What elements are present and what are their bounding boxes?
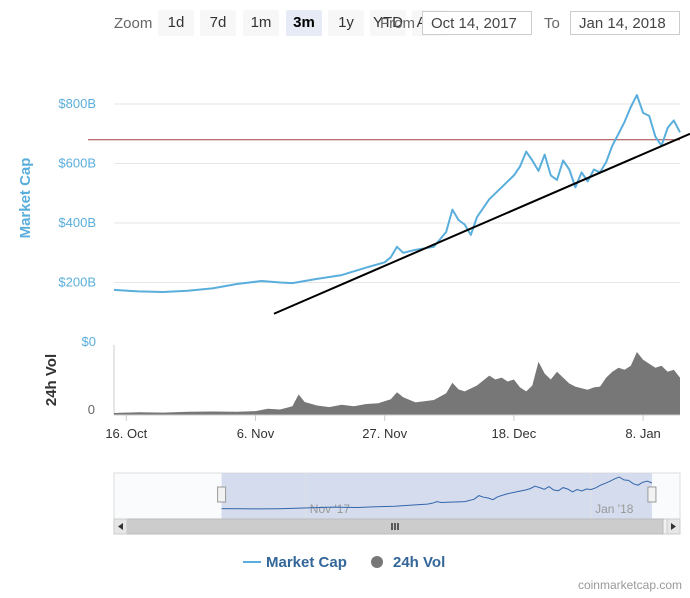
y-tick-label: $800B	[58, 96, 96, 111]
chart-credit[interactable]: coinmarketcap.com	[577, 578, 682, 592]
navigator-series	[221, 476, 653, 510]
y-tick-label: $400B	[58, 215, 96, 230]
zoom-button-1m[interactable]: 1m	[243, 10, 279, 36]
zoom-button-1y[interactable]: 1y	[328, 10, 364, 36]
y-tick-label: $200B	[58, 275, 96, 290]
grip-icon	[647, 486, 657, 503]
zoom-label: Zoom	[114, 15, 153, 32]
navigator[interactable]: Nov '17 Jan '18	[113, 472, 681, 520]
x-tick-label: 8. Jan	[625, 426, 660, 441]
zoom-button-ytd[interactable]: YTD	[370, 10, 406, 36]
scrollbar[interactable]	[113, 518, 681, 535]
scrollbar-grip	[391, 523, 399, 530]
range-from-label: From	[380, 15, 415, 32]
arrow-right-icon	[671, 523, 676, 530]
navigator-handle-left[interactable]	[217, 486, 227, 503]
x-tick-label: 18. Dec	[491, 426, 536, 441]
range-from-input[interactable]: Oct 14, 2017	[422, 11, 532, 35]
zoom-button-1d[interactable]: 1d	[158, 10, 194, 36]
legend-marker-circle	[371, 556, 383, 568]
legend-label-24h-vol: 24h Vol	[393, 554, 445, 571]
y-tick-label: $0	[82, 334, 96, 349]
zoom-button-3m[interactable]: 3m	[286, 10, 322, 36]
legend: Market Cap 24h Vol	[243, 554, 445, 571]
range-selector: Zoom 1d 7d 1m 3m 1y YTD ALL From Oct 14,…	[0, 8, 690, 38]
navigator-ticks: Nov '17 Jan '18	[305, 473, 634, 519]
series-market-cap	[113, 94, 681, 293]
y-axis-title: Market Cap	[17, 158, 34, 239]
x-tick-label: 27. Nov	[362, 426, 407, 441]
series-24h-vol	[114, 352, 680, 415]
y-axis-ticks: $0 $200B $400B $600B $800B	[58, 96, 96, 349]
navigator-selection[interactable]	[221, 473, 652, 519]
y-tick-label: $600B	[58, 156, 96, 171]
volume-axis-title: 24h Vol	[43, 354, 60, 406]
arrow-left-icon	[118, 523, 123, 530]
legend-item-24h-vol[interactable]: 24h Vol	[371, 554, 445, 571]
range-to-label: To	[544, 15, 560, 32]
x-tick-label: 6. Nov	[237, 426, 275, 441]
x-axis-ticks: 16. Oct 6. Nov 27. Nov 18. Dec 8. Jan	[105, 415, 661, 441]
navigator-tick-label: Nov '17	[310, 502, 351, 516]
x-tick-label: 16. Oct	[105, 426, 147, 441]
volume-axis-tick: 0	[88, 402, 95, 417]
gridlines	[114, 103, 680, 283]
legend-item-market-cap[interactable]: Market Cap	[243, 554, 347, 571]
zoom-button-7d[interactable]: 7d	[200, 10, 236, 36]
legend-label-market-cap: Market Cap	[266, 554, 347, 571]
trend-line	[273, 132, 690, 315]
navigator-tick-label: Jan '18	[595, 502, 634, 516]
grip-icon	[217, 486, 227, 503]
navigator-handle-right[interactable]	[647, 486, 657, 503]
range-to-input[interactable]: Jan 14, 2018	[570, 11, 680, 35]
